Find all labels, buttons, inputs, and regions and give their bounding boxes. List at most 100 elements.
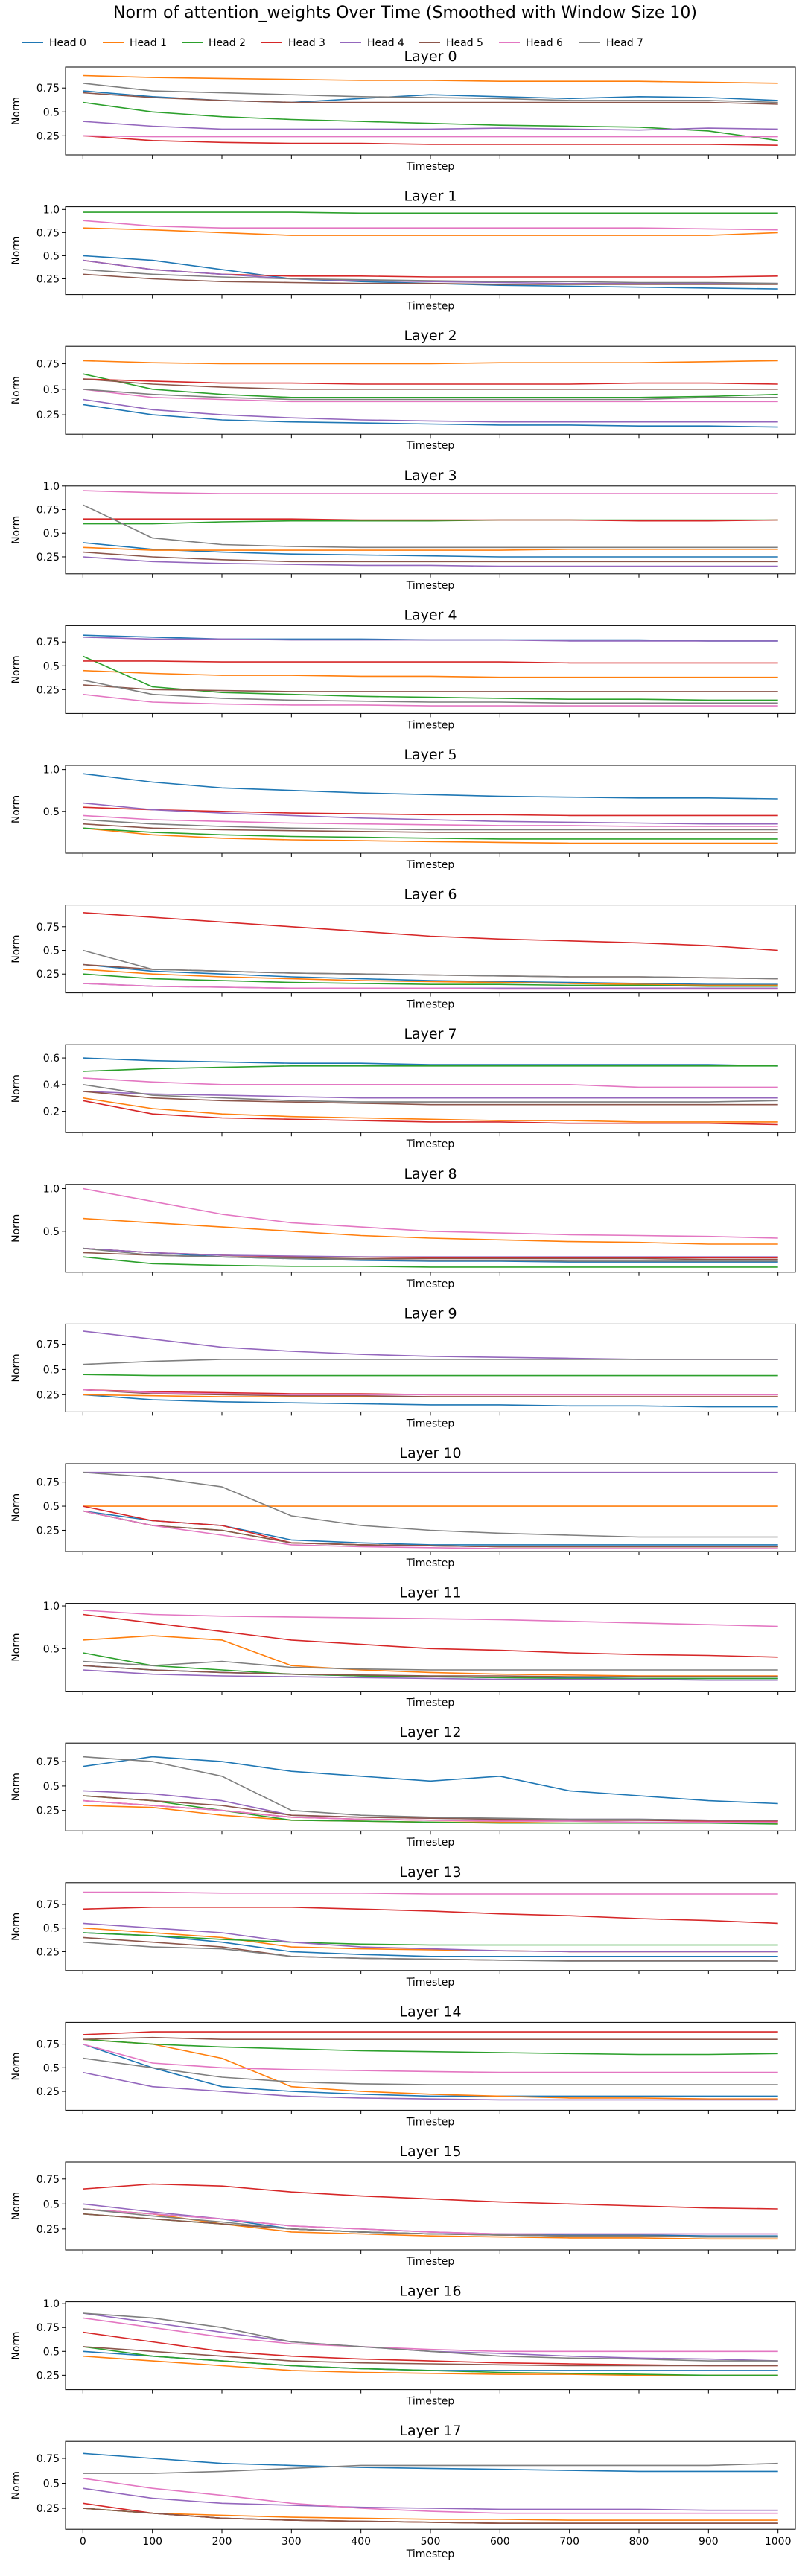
y-tick-label: 0.75 <box>36 1339 60 1351</box>
series-group <box>83 1187 778 1268</box>
series-group <box>83 1330 778 1408</box>
series-line-head-1 <box>83 1097 778 1123</box>
y-tick-label: 0.25 <box>36 1946 60 1958</box>
series-line-head-5 <box>83 1510 778 1548</box>
x-tick-label: 0 <box>80 2536 86 2548</box>
legend-label: Head 4 <box>367 37 404 49</box>
series-line-head-3 <box>83 660 778 664</box>
legend-item-head-0: Head 0 <box>22 37 86 49</box>
y-tick-label: 0.75 <box>36 2039 60 2051</box>
x-axis-label: Timestep <box>406 440 455 452</box>
series-line-head-0 <box>83 2452 778 2473</box>
series-group <box>83 360 778 428</box>
y-tick-label: 1.0 <box>43 204 60 216</box>
series-line-head-5 <box>83 1665 778 1677</box>
panel-title: Layer 15 <box>399 2143 461 2160</box>
y-tick-label: 0.5 <box>43 2199 60 2210</box>
y-tick-label: 0.5 <box>43 2346 60 2358</box>
plot-frame <box>65 1882 796 1971</box>
x-tick-label: 1000 <box>765 2536 792 2548</box>
panel-title: Layer 12 <box>399 1724 461 1741</box>
y-tick-label: 0.5 <box>43 806 60 818</box>
y-tick-label: 0.25 <box>36 273 60 285</box>
y-tick-label: 0.25 <box>36 2503 60 2515</box>
y-tick-label: 0.25 <box>36 2086 60 2098</box>
series-line-head-7 <box>83 1359 778 1365</box>
legend-item-head-7: Head 7 <box>579 37 643 49</box>
series-group <box>83 773 778 844</box>
series-line-head-2 <box>83 2346 778 2376</box>
legend-label: Head 7 <box>606 37 643 49</box>
series-line-head-1 <box>83 669 778 678</box>
y-axis-label: Norm <box>10 2192 22 2220</box>
series-line-head-7 <box>83 2208 778 2238</box>
y-tick-label: 0.2 <box>43 1106 60 1118</box>
series-line-head-5 <box>83 2508 778 2524</box>
legend-label: Head 3 <box>288 37 325 49</box>
series-line-head-7 <box>83 1247 778 1262</box>
x-tick-label: 400 <box>351 2536 371 2548</box>
y-tick-label: 0.25 <box>36 1389 60 1401</box>
series-line-head-4 <box>83 398 778 423</box>
x-tick-label: 800 <box>629 2536 649 2548</box>
series-line-head-3 <box>83 1613 778 1658</box>
y-tick-label: 0.25 <box>36 684 60 696</box>
series-line-head-4 <box>83 1669 778 1681</box>
series-line-head-1 <box>83 1217 778 1245</box>
y-tick-label: 0.25 <box>36 130 60 142</box>
series-line-head-5 <box>83 2346 778 2367</box>
x-axis-label: Timestep <box>406 2396 455 2408</box>
y-tick-label: 0.75 <box>36 637 60 648</box>
series-line-head-5 <box>83 1389 778 1397</box>
panel-title: Layer 14 <box>399 2003 461 2020</box>
series-line-head-7 <box>83 679 778 704</box>
x-axis-label: Timestep <box>406 1138 455 1150</box>
x-axis-label: Timestep <box>406 580 455 592</box>
y-tick-label: 0.5 <box>43 1364 60 1376</box>
panel-layer-0: Layer 0 0.25 0.5 0.75 Norm Timestep <box>10 48 796 173</box>
legend-item-head-4: Head 4 <box>340 37 404 49</box>
y-tick-label: 0.75 <box>36 922 60 934</box>
panel-layer-13: Layer 13 0.25 0.5 0.75 Norm Timestep <box>10 1864 796 1989</box>
series-line-head-0 <box>83 2043 778 2097</box>
series-line-head-7 <box>83 949 778 980</box>
series-line-head-2 <box>83 211 778 214</box>
y-tick-label: 0.5 <box>43 1643 60 1655</box>
x-axis-label: Timestep <box>406 1278 455 1290</box>
y-tick-label: 0.75 <box>36 359 60 371</box>
series-line-head-6 <box>83 2317 778 2353</box>
y-tick-label: 0.25 <box>36 409 60 421</box>
series-line-head-7 <box>83 1471 778 1538</box>
series-line-head-4 <box>83 1091 778 1099</box>
series-line-head-1 <box>83 74 778 84</box>
series-line-head-0 <box>83 542 778 558</box>
series-line-head-4 <box>83 259 778 284</box>
panel-title: Layer 10 <box>399 1445 461 1461</box>
series-line-head-3 <box>83 2183 778 2210</box>
panel-title: Layer 11 <box>399 1585 461 1601</box>
plot-frame <box>65 1323 796 1412</box>
y-tick-label: 0.5 <box>43 250 60 262</box>
legend-item-head-1: Head 1 <box>103 37 167 49</box>
x-axis-label: Timestep <box>406 301 455 313</box>
legend-label: Head 5 <box>446 37 483 49</box>
series-line-head-6 <box>83 2478 778 2514</box>
series-group <box>83 1891 778 1962</box>
y-tick-label: 0.5 <box>43 1226 60 1238</box>
series-line-head-7 <box>83 2057 778 2085</box>
series-line-head-0 <box>83 773 778 800</box>
legend-item-head-5: Head 5 <box>419 37 483 49</box>
x-axis-label: Timestep <box>406 1418 455 1429</box>
y-tick-label: 0.75 <box>36 2453 60 2465</box>
y-tick-label: 0.6 <box>43 1053 60 1065</box>
x-axis-label: Timestep <box>406 859 455 871</box>
series-line-head-6 <box>83 1389 778 1396</box>
series-line-head-7 <box>83 2312 778 2362</box>
panels: Layer 0 0.25 0.5 0.75 Norm Timestep Layer 1 0.2… <box>10 48 796 2560</box>
x-axis-label: Timestep <box>406 2116 455 2128</box>
y-tick-label: 0.25 <box>36 1805 60 1817</box>
plot-frame <box>65 2301 796 2391</box>
y-tick-label: 0.5 <box>43 660 60 672</box>
series-group <box>82 490 778 567</box>
series-line-head-1 <box>83 827 778 844</box>
